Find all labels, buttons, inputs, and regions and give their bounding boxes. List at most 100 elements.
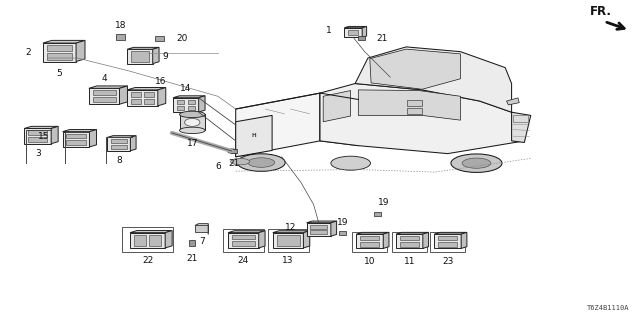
Polygon shape — [173, 98, 198, 112]
Text: 21: 21 — [228, 159, 239, 168]
Bar — [47, 53, 72, 60]
Polygon shape — [320, 93, 358, 146]
Polygon shape — [435, 234, 461, 248]
Bar — [145, 99, 154, 104]
Polygon shape — [236, 116, 272, 157]
Bar — [352, 232, 387, 252]
Text: 9: 9 — [163, 52, 168, 61]
Text: 12: 12 — [285, 223, 296, 232]
Polygon shape — [24, 126, 58, 128]
Polygon shape — [165, 230, 172, 248]
Polygon shape — [153, 47, 159, 64]
Polygon shape — [131, 136, 136, 151]
Polygon shape — [228, 233, 259, 248]
Polygon shape — [355, 47, 511, 112]
Bar — [116, 35, 125, 40]
Polygon shape — [320, 84, 524, 154]
Text: 3: 3 — [35, 148, 40, 157]
Polygon shape — [383, 232, 389, 248]
Bar — [438, 236, 458, 240]
Text: 19: 19 — [337, 218, 348, 227]
Polygon shape — [344, 28, 362, 37]
Text: 17: 17 — [186, 139, 198, 148]
Polygon shape — [63, 132, 90, 147]
Polygon shape — [370, 49, 461, 89]
Polygon shape — [43, 40, 85, 43]
Text: 11: 11 — [404, 257, 415, 266]
Bar — [407, 108, 422, 115]
Polygon shape — [259, 231, 265, 248]
Polygon shape — [127, 87, 166, 90]
Bar — [67, 133, 86, 138]
Bar — [430, 232, 465, 252]
Polygon shape — [362, 27, 367, 37]
Text: 18: 18 — [115, 21, 127, 30]
Polygon shape — [130, 230, 172, 233]
Bar — [134, 235, 146, 246]
Text: 8: 8 — [116, 156, 122, 165]
Text: 2: 2 — [25, 48, 31, 57]
Polygon shape — [331, 221, 337, 236]
Polygon shape — [76, 40, 85, 61]
Polygon shape — [63, 130, 97, 132]
Bar — [358, 36, 365, 40]
Text: 1: 1 — [326, 27, 332, 36]
Polygon shape — [396, 232, 429, 234]
Text: 22: 22 — [142, 256, 153, 265]
Polygon shape — [461, 232, 467, 248]
Text: 24: 24 — [237, 256, 249, 265]
Polygon shape — [356, 232, 389, 234]
Polygon shape — [120, 86, 127, 104]
Polygon shape — [108, 136, 136, 137]
Polygon shape — [396, 234, 423, 248]
Bar — [131, 51, 149, 62]
Bar — [131, 92, 141, 97]
Bar — [268, 229, 309, 252]
Bar — [179, 115, 205, 130]
Bar — [131, 99, 141, 104]
Text: 5: 5 — [56, 68, 62, 77]
Polygon shape — [198, 96, 205, 112]
Text: T6Z4B1110A: T6Z4B1110A — [588, 305, 630, 311]
Polygon shape — [344, 27, 367, 28]
Polygon shape — [24, 128, 51, 144]
Bar — [28, 137, 47, 142]
Polygon shape — [158, 87, 166, 106]
Ellipse shape — [331, 156, 371, 170]
Text: 4: 4 — [101, 74, 107, 83]
Text: H: H — [252, 133, 256, 138]
Bar — [310, 225, 327, 228]
Text: 7: 7 — [199, 237, 205, 246]
Bar — [438, 242, 458, 246]
Text: 21: 21 — [377, 34, 388, 43]
Polygon shape — [506, 98, 519, 105]
Polygon shape — [127, 90, 158, 106]
Bar — [111, 139, 127, 143]
Bar — [111, 145, 127, 149]
Text: 20: 20 — [176, 34, 188, 43]
Bar — [232, 235, 255, 239]
Bar — [188, 106, 195, 110]
Text: FR.: FR. — [590, 5, 612, 18]
Polygon shape — [273, 231, 310, 233]
Bar — [122, 227, 173, 252]
Text: 13: 13 — [282, 256, 294, 265]
Bar — [400, 242, 419, 246]
Polygon shape — [303, 231, 310, 248]
Bar — [513, 116, 527, 122]
Text: 16: 16 — [155, 77, 166, 86]
Bar — [177, 106, 184, 110]
Bar — [155, 36, 164, 41]
Text: 19: 19 — [378, 198, 390, 207]
Polygon shape — [356, 234, 383, 248]
Bar — [339, 231, 346, 235]
Text: 14: 14 — [180, 84, 191, 93]
Bar — [145, 92, 154, 97]
Text: 10: 10 — [364, 257, 376, 266]
Polygon shape — [307, 223, 331, 236]
Bar — [392, 232, 427, 252]
Bar — [231, 149, 237, 153]
Polygon shape — [108, 137, 131, 151]
Polygon shape — [228, 231, 265, 233]
Ellipse shape — [184, 118, 200, 126]
